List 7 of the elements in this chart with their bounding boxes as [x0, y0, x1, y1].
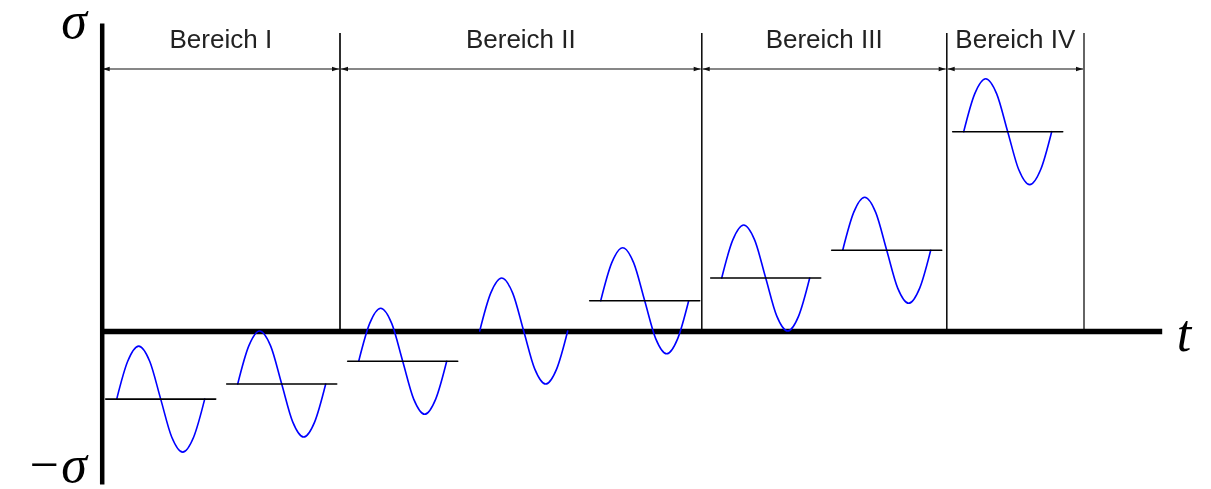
text: −σ: [26, 436, 90, 489]
y-axis-title: σ: [61, 0, 90, 49]
text: Bereich II: [465, 24, 576, 54]
text: Bereich IV: [955, 24, 1076, 54]
text: Bereich III: [765, 24, 883, 54]
text: Bereich I: [169, 24, 273, 54]
x-axis-title: t: [1176, 305, 1193, 362]
